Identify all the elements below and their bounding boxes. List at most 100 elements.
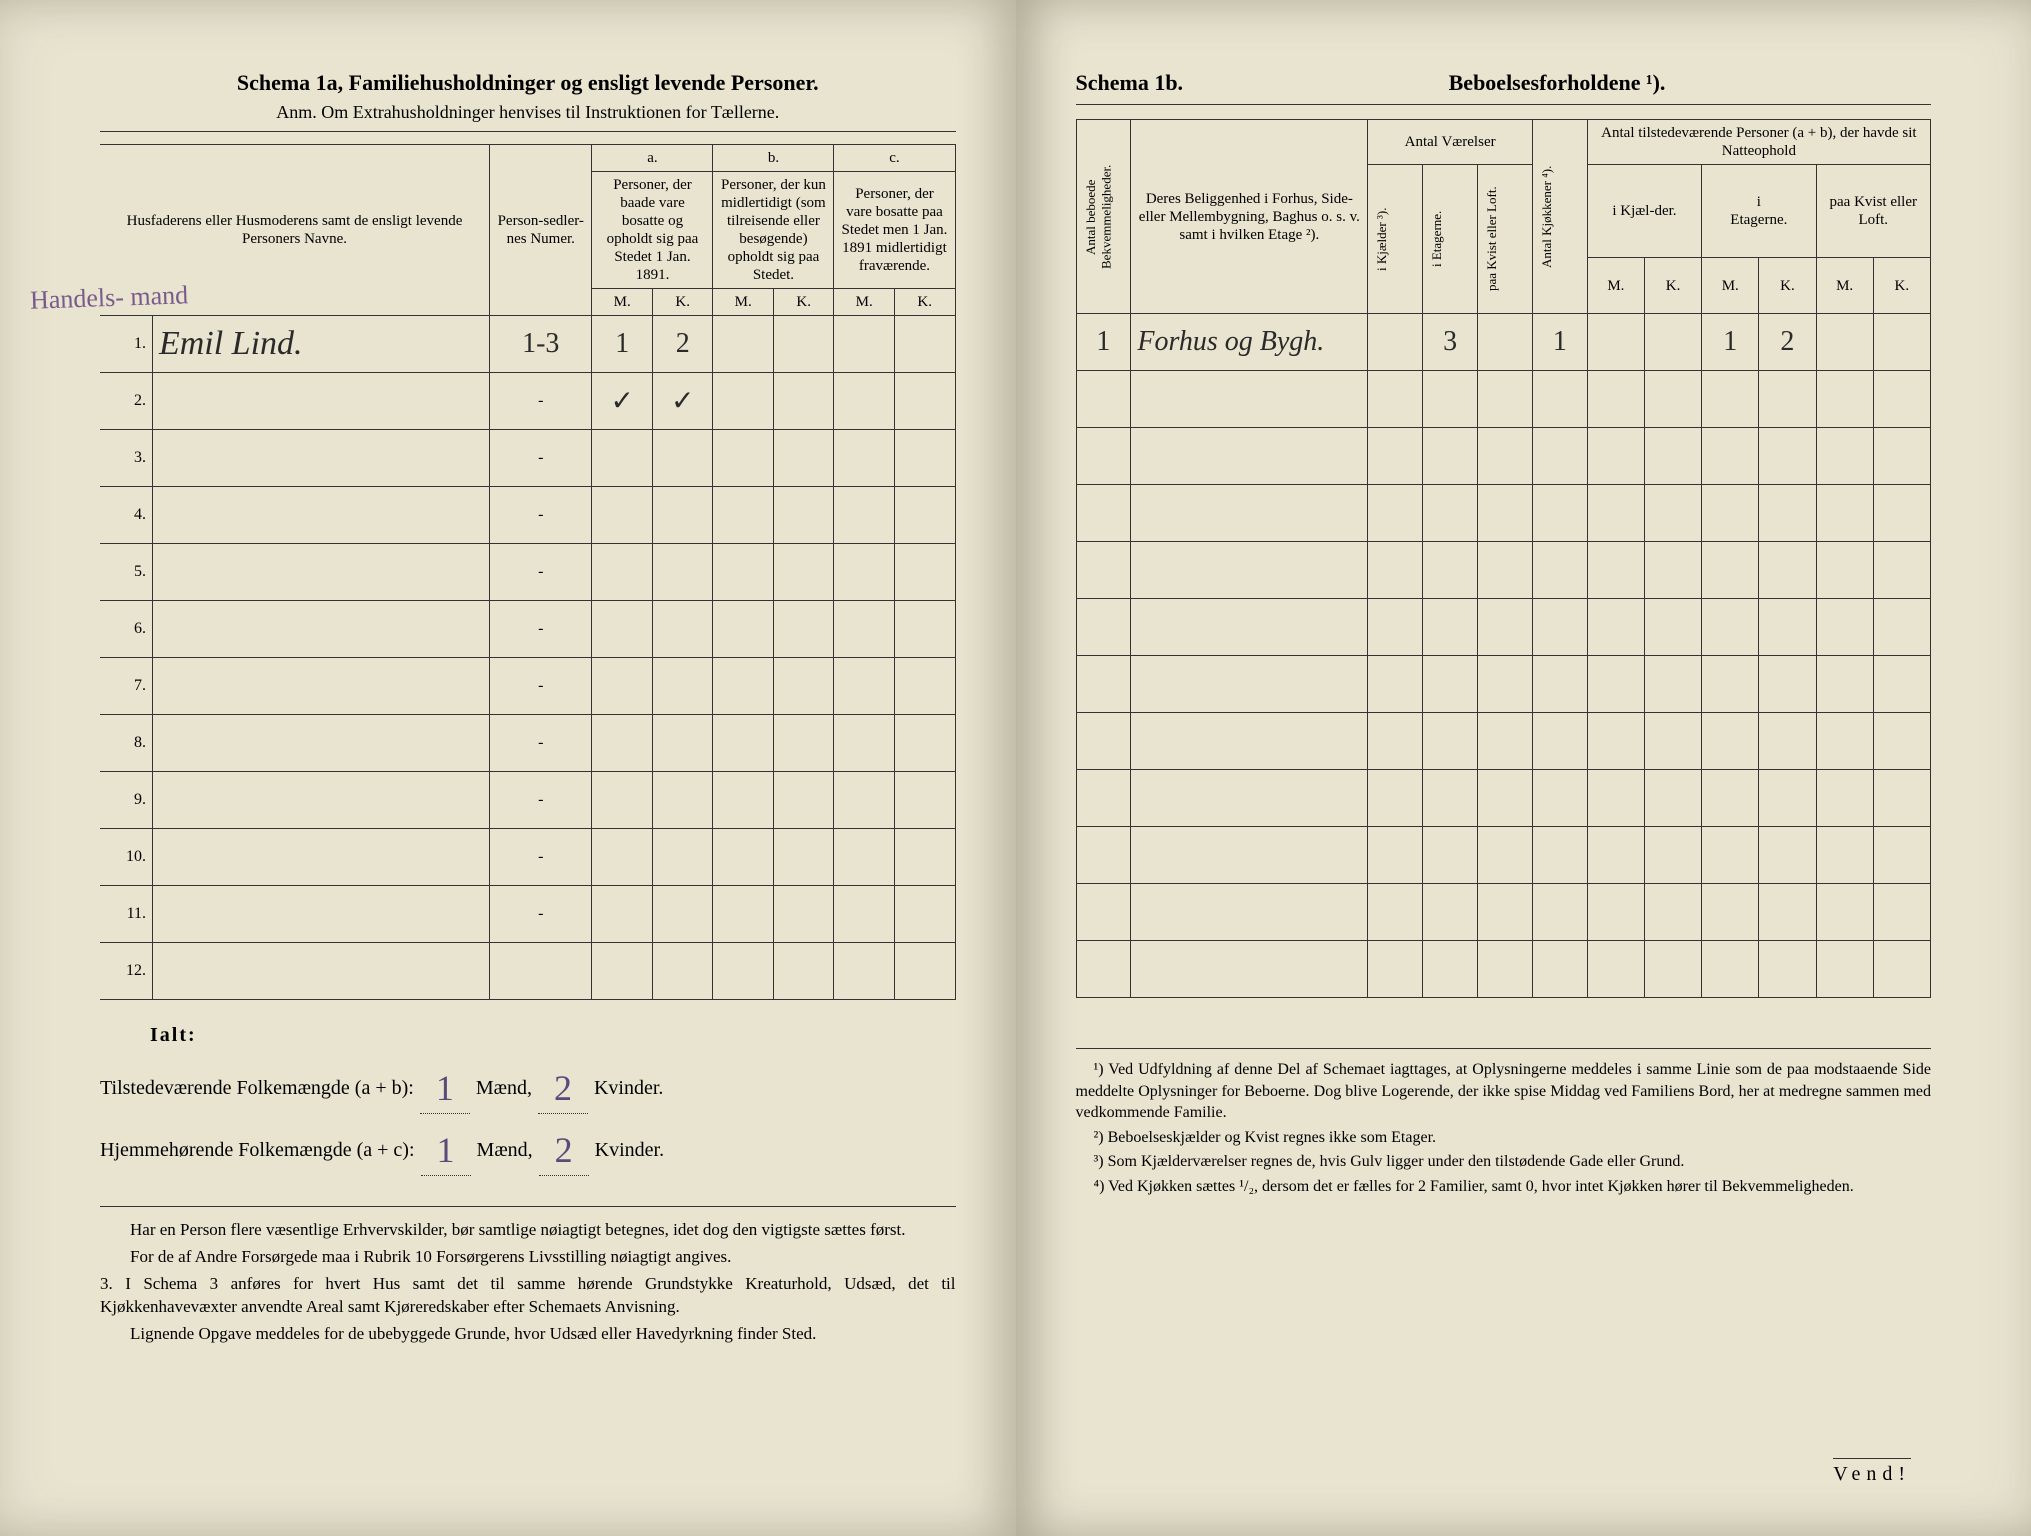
- header-a: Personer, der baade vare bosatte og opho…: [592, 172, 713, 289]
- kvinder-label-2: Kvinder.: [595, 1133, 664, 1167]
- cell-kk: [1644, 827, 1701, 884]
- cell-em: [1702, 941, 1759, 998]
- cell-am: [592, 829, 652, 886]
- cell-kj: [1368, 542, 1423, 599]
- cell-et: [1423, 599, 1478, 656]
- cell-lk: [1873, 827, 1930, 884]
- cell-bm: [713, 487, 773, 544]
- cell-kjok: 1: [1532, 314, 1587, 371]
- cell-cm: [834, 829, 894, 886]
- cell-lk: [1873, 485, 1930, 542]
- cell-ak: [652, 715, 712, 772]
- cell-ck: [894, 829, 955, 886]
- cell-cm: [834, 715, 894, 772]
- cell-em: [1702, 485, 1759, 542]
- header-cm: M.: [834, 289, 894, 316]
- cell-lk: [1873, 599, 1930, 656]
- cell-bm: [713, 772, 773, 829]
- person-num-cell: -: [490, 886, 592, 943]
- cell-ck: [894, 430, 955, 487]
- ialt-label: Ialt:: [150, 1018, 956, 1052]
- cell-bm: [713, 715, 773, 772]
- cell-ak: [652, 772, 712, 829]
- cell-et: [1423, 371, 1478, 428]
- cell-km: [1587, 428, 1644, 485]
- cell-bm: [713, 373, 773, 430]
- name-cell: [152, 658, 489, 715]
- left-page: Schema 1a, Familiehusholdninger og ensli…: [0, 0, 1016, 1536]
- cell-kv: [1478, 428, 1533, 485]
- person-num-cell: -: [490, 487, 592, 544]
- cell-kv: [1478, 884, 1533, 941]
- row-number: 9.: [100, 772, 152, 829]
- left-title: Schema 1a, Familiehusholdninger og ensli…: [100, 70, 956, 96]
- table-row: [1076, 599, 1931, 656]
- cell-kj: [1368, 656, 1423, 713]
- cell-bm: [713, 943, 773, 1000]
- row-number: 7.: [100, 658, 152, 715]
- cell-bm: [713, 430, 773, 487]
- cell-kj: [1368, 314, 1423, 371]
- cell-em: [1702, 371, 1759, 428]
- cell-kjok: [1532, 656, 1587, 713]
- person-num-cell: [490, 943, 592, 1000]
- cell-kjok: [1532, 713, 1587, 770]
- cell-lm: [1816, 599, 1873, 656]
- cell-ek: [1759, 770, 1816, 827]
- cell-kv: [1478, 485, 1533, 542]
- totals-row-2: Hjemmehørende Folkemængde (a + c): 1 Mæn…: [100, 1114, 956, 1176]
- table-row: 5. -: [100, 544, 955, 601]
- table-row: 3. -: [100, 430, 955, 487]
- table-row: [1076, 371, 1931, 428]
- cell-ck: [894, 544, 955, 601]
- table-row: 6. -: [100, 601, 955, 658]
- header-bm: M.: [713, 289, 773, 316]
- cell-em: [1702, 656, 1759, 713]
- cell-kk: [1644, 371, 1701, 428]
- left-footnotes: Har en Person flere væsentlige Erhvervsk…: [100, 1206, 956, 1346]
- cell-ck: [894, 601, 955, 658]
- table-row: [1076, 941, 1931, 998]
- cell-loc: [1131, 599, 1368, 656]
- totals-line2-label: Hjemmehørende Folkemængde (a + c):: [100, 1133, 415, 1167]
- header-i-kjael-der: i Kjæl-der.: [1587, 165, 1701, 258]
- cell-am: [592, 430, 652, 487]
- left-subtitle: Anm. Om Extrahusholdninger henvises til …: [100, 102, 956, 132]
- cell-bm: [713, 886, 773, 943]
- table-row: 9. -: [100, 772, 955, 829]
- cell-n: [1076, 827, 1131, 884]
- name-cell: [152, 715, 489, 772]
- table-row: 4. -: [100, 487, 955, 544]
- cell-ak: [652, 829, 712, 886]
- cell-bm: [713, 316, 773, 373]
- cell-kj: [1368, 599, 1423, 656]
- cell-lk: [1873, 428, 1930, 485]
- cell-kjok: [1532, 827, 1587, 884]
- cell-lm: [1816, 542, 1873, 599]
- cell-loc: [1131, 542, 1368, 599]
- cell-et: [1423, 713, 1478, 770]
- table-row: [1076, 713, 1931, 770]
- table-row: 7. -: [100, 658, 955, 715]
- cell-bk: [773, 544, 833, 601]
- cell-bk: [773, 886, 833, 943]
- maend-label: Mænd,: [476, 1071, 532, 1105]
- cell-kjok: [1532, 941, 1587, 998]
- header-lm: M.: [1816, 258, 1873, 314]
- header-b: Personer, der kun midlertidigt (som tilr…: [713, 172, 834, 289]
- cell-kj: [1368, 485, 1423, 542]
- cell-et: [1423, 542, 1478, 599]
- cell-em: [1702, 884, 1759, 941]
- cell-em: [1702, 542, 1759, 599]
- cell-km: [1587, 371, 1644, 428]
- cell-ck: [894, 943, 955, 1000]
- cell-loc: [1131, 941, 1368, 998]
- cell-ck: [894, 487, 955, 544]
- cell-bm: [713, 544, 773, 601]
- totals-row-1: Tilstedeværende Folkemængde (a + b): 1 M…: [100, 1052, 956, 1114]
- cell-cm: [834, 316, 894, 373]
- name-cell: [152, 601, 489, 658]
- cell-ak: [652, 430, 712, 487]
- header-beliggenhed: Deres Beliggenhed i Forhus, Side- eller …: [1131, 120, 1368, 314]
- header-c-label: c.: [834, 145, 955, 172]
